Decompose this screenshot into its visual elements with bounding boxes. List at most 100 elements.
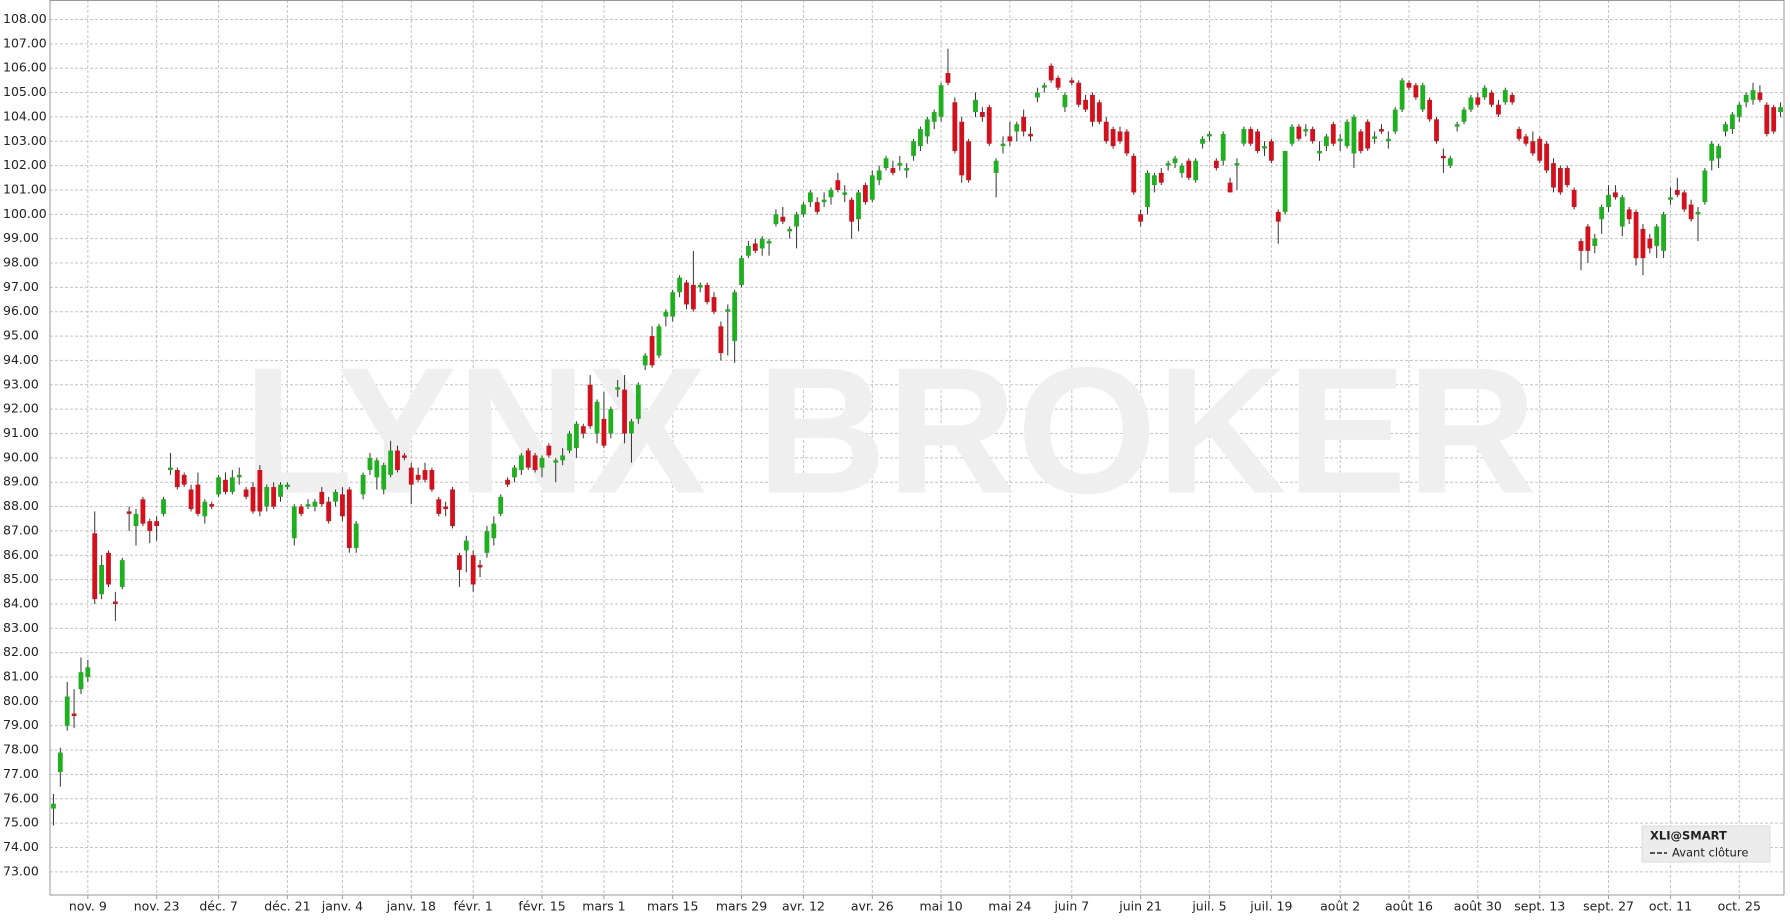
candle-body	[319, 491, 325, 505]
candle-body	[1661, 214, 1666, 251]
candle-body	[326, 501, 332, 522]
candle-body	[71, 713, 77, 716]
candle-body	[154, 521, 160, 527]
candle-body	[312, 501, 318, 507]
candle-body	[236, 474, 242, 478]
candle-body	[1241, 129, 1247, 144]
y-tick-label: 95.00	[3, 328, 39, 343]
candle-body	[801, 204, 806, 215]
x-tick-label: oct. 11	[1649, 899, 1692, 914]
candle-body	[560, 455, 566, 461]
legend-symbol: XLI@SMART	[1650, 829, 1727, 843]
y-tick-label: 79.00	[3, 717, 39, 732]
candle-body	[305, 504, 311, 507]
candle-body	[264, 487, 270, 507]
candle-body	[952, 102, 958, 151]
candle-body	[904, 168, 910, 171]
candle-body	[388, 450, 394, 475]
candle-body	[395, 450, 400, 471]
candle-body	[594, 401, 600, 434]
y-tick-label: 105.00	[3, 84, 47, 99]
candle-body	[250, 487, 256, 512]
candle-body	[1083, 99, 1088, 110]
candle-body	[1296, 126, 1302, 139]
candle-body	[1743, 94, 1749, 103]
candle-body	[862, 185, 868, 203]
x-tick-label: avr. 12	[782, 899, 825, 914]
candle-body	[512, 467, 517, 478]
y-tick-label: 92.00	[3, 401, 39, 416]
candle-body	[1220, 133, 1226, 161]
candle-body	[553, 460, 559, 463]
x-tick-label: févr. 1	[453, 899, 492, 914]
candle-body	[298, 506, 304, 514]
candle-body	[1551, 163, 1556, 188]
candle-body	[119, 560, 125, 587]
candle-body	[229, 477, 235, 492]
y-tick-label: 78.00	[3, 742, 39, 757]
candle-body	[1723, 124, 1728, 132]
candle-body	[1268, 141, 1274, 161]
x-tick-label: sept. 27	[1583, 899, 1634, 914]
candle-body	[457, 555, 462, 570]
candle-body	[979, 112, 985, 117]
x-tick-label: juin 21	[1118, 899, 1162, 914]
candle-body	[381, 465, 387, 490]
x-tick-label: juil. 19	[1249, 899, 1292, 914]
candle-body	[1275, 211, 1281, 222]
candle-body	[140, 499, 146, 524]
candle-body	[711, 297, 717, 312]
candle-body	[690, 284, 696, 310]
x-tick-label: mai 10	[919, 899, 962, 914]
candle-body	[1571, 189, 1577, 208]
candle-body	[622, 389, 627, 434]
candle-body	[1069, 80, 1075, 83]
candle-body	[1599, 207, 1605, 220]
candle-body	[202, 501, 208, 517]
candle-body	[1186, 160, 1192, 178]
candle-body	[360, 474, 366, 495]
x-tick-label: oct. 25	[1718, 899, 1761, 914]
candle-body	[401, 455, 407, 458]
candle-body	[1151, 175, 1157, 186]
candle-body	[911, 141, 916, 156]
candle-body	[780, 216, 786, 222]
candle-body	[346, 489, 352, 548]
candle-body	[1021, 116, 1027, 132]
candle-body	[615, 387, 621, 390]
candle-body	[1138, 214, 1144, 222]
x-tick-label: févr. 15	[518, 899, 565, 914]
y-tick-label: 107.00	[3, 35, 47, 50]
y-tick-label: 74.00	[3, 839, 39, 854]
candle-body	[1179, 165, 1185, 173]
y-tick-label: 83.00	[3, 620, 39, 635]
candle-body	[718, 326, 724, 354]
candle-body	[746, 245, 751, 256]
candle-body	[223, 479, 228, 492]
x-tick-label: janv. 4	[321, 899, 363, 914]
candle-body	[429, 470, 435, 490]
candle-body	[849, 199, 855, 222]
candle-body	[1640, 228, 1646, 259]
y-tick-label: 76.00	[3, 790, 39, 805]
candle-body	[1592, 238, 1598, 246]
candle-body	[732, 292, 738, 341]
candle-body	[1282, 150, 1288, 212]
candle-body	[64, 696, 70, 726]
candle-body	[367, 457, 373, 471]
candle-body	[876, 170, 882, 181]
candle-body	[1557, 168, 1563, 193]
candle-body	[924, 119, 930, 137]
candle-body	[1619, 197, 1625, 227]
candle-body	[1564, 168, 1570, 186]
candle-body	[1358, 131, 1364, 151]
candle-body	[1633, 211, 1639, 259]
candle-body	[1324, 136, 1329, 147]
y-tick-label: 82.00	[3, 644, 39, 659]
x-tick-label: juil. 5	[1191, 899, 1226, 914]
y-tick-label: 87.00	[3, 522, 39, 537]
candle-body	[1200, 138, 1205, 144]
candle-body	[1468, 97, 1474, 110]
candle-body	[1647, 238, 1653, 249]
